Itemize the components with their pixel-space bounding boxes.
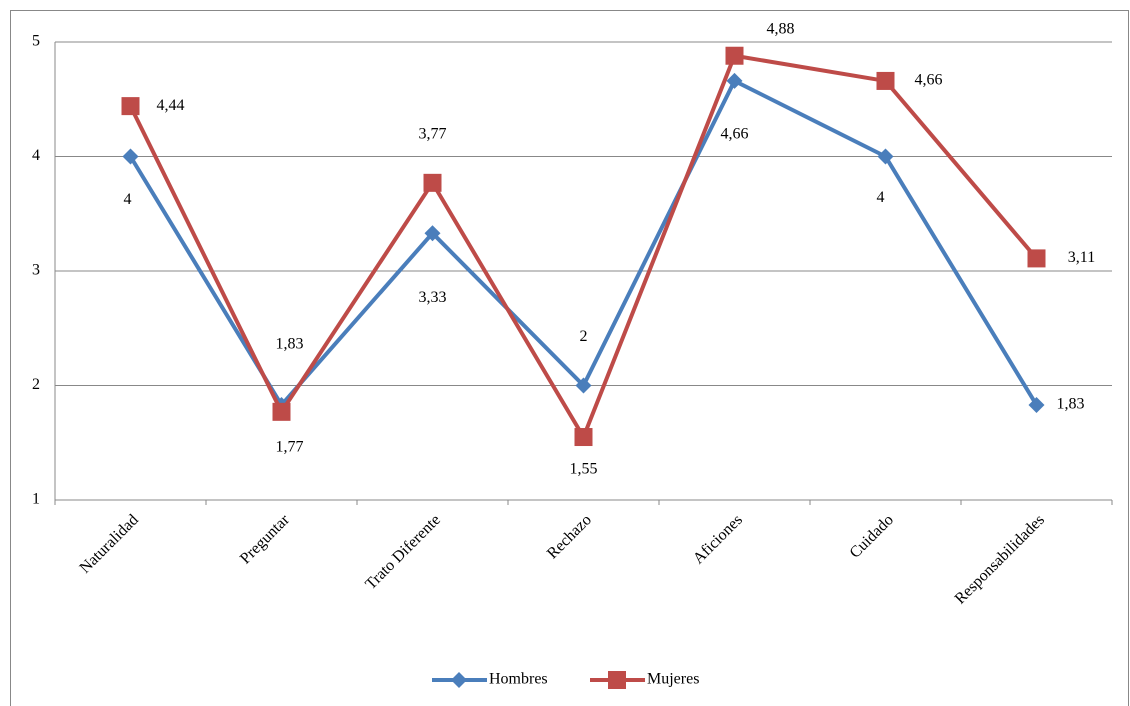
data-label: 4 (124, 191, 132, 208)
x-tick-label: Cuidado (847, 511, 897, 561)
y-tick-label: 2 (32, 376, 40, 393)
x-tick-label: Rechazo (544, 511, 595, 562)
data-label: 1,83 (1057, 396, 1085, 413)
y-tick-label: 4 (32, 147, 40, 164)
x-tick-label: Aficiones (690, 511, 746, 567)
legend-label: Hombres (489, 671, 548, 688)
y-tick-label: 3 (32, 262, 40, 279)
marker (725, 46, 744, 65)
marker (424, 225, 441, 242)
marker (122, 148, 139, 165)
marker (1027, 249, 1046, 268)
data-label: 1,55 (570, 461, 598, 478)
marker (272, 402, 291, 421)
data-label: 3,33 (419, 289, 447, 306)
series-line (128, 78, 1039, 407)
legend-marker (608, 671, 626, 689)
data-label: 4,44 (157, 97, 185, 114)
data-label: 3,77 (419, 126, 447, 143)
data-label: 1,83 (276, 336, 304, 353)
x-tick-label: Naturalidad (76, 511, 141, 576)
data-label: 4 (877, 189, 885, 206)
data-label: 1,77 (276, 439, 304, 456)
marker (574, 428, 593, 447)
data-label: 4,88 (767, 20, 795, 37)
marker (877, 148, 894, 165)
legend-label: Mujeres (647, 671, 699, 688)
y-tick-label: 1 (32, 491, 40, 508)
data-label: 4,66 (915, 72, 943, 89)
data-label: 4,66 (721, 126, 749, 143)
marker (1028, 396, 1045, 413)
x-tick-label: Trato Diferente (362, 511, 444, 593)
y-tick-label: 5 (32, 33, 40, 50)
marker (423, 173, 442, 192)
marker (121, 97, 140, 116)
marker (726, 72, 743, 89)
marker (575, 377, 592, 394)
x-tick-label: Preguntar (237, 511, 293, 567)
data-label: 3,11 (1068, 249, 1095, 266)
x-tick-label: Responsabilidades (952, 511, 1048, 607)
chart-frame (10, 10, 1129, 706)
legend-marker (451, 672, 467, 688)
data-label: 2 (580, 328, 588, 345)
marker (876, 71, 895, 90)
